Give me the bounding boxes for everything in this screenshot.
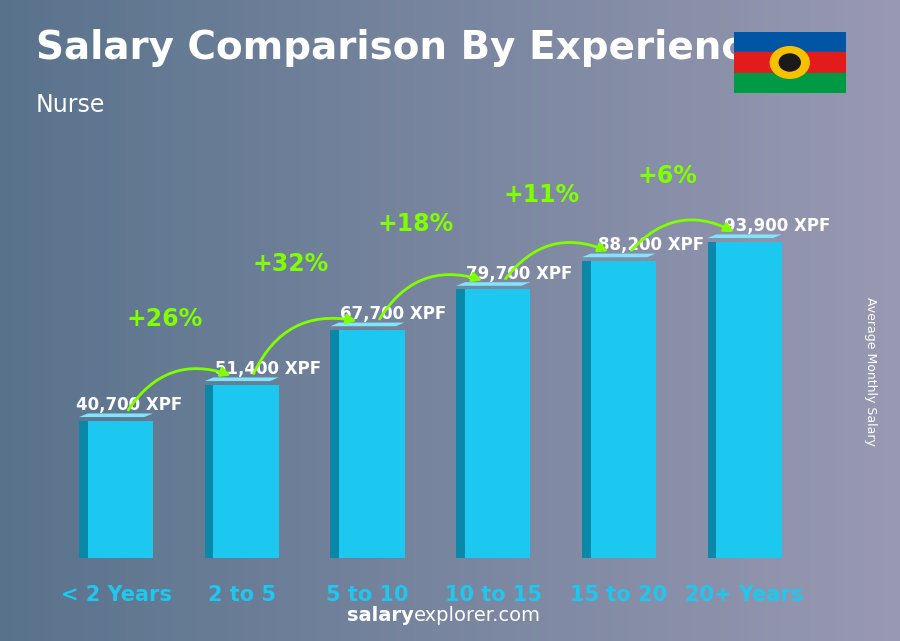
Text: +18%: +18% [378,212,454,236]
Text: 51,400 XPF: 51,400 XPF [215,360,320,378]
Text: +11%: +11% [503,183,580,207]
Polygon shape [581,254,656,257]
Bar [590,261,656,558]
Circle shape [770,47,809,78]
Polygon shape [707,235,782,238]
Text: 88,200 XPF: 88,200 XPF [598,236,705,254]
Bar [734,72,846,93]
Text: 20+ Years: 20+ Years [686,585,804,604]
Polygon shape [707,242,716,558]
Bar [734,52,846,72]
Polygon shape [79,420,87,558]
Text: 79,700 XPF: 79,700 XPF [466,265,572,283]
Text: explorer.com: explorer.com [414,606,541,625]
Polygon shape [581,261,590,558]
Text: +32%: +32% [252,252,328,276]
Bar [465,290,530,558]
Text: Average Monthly Salary: Average Monthly Salary [865,297,878,446]
Text: Salary Comparison By Experience: Salary Comparison By Experience [36,29,770,67]
Polygon shape [330,322,404,326]
Polygon shape [204,385,213,558]
Text: 15 to 20: 15 to 20 [571,585,668,604]
Text: +26%: +26% [126,307,202,331]
Bar [213,385,279,558]
Text: 40,700 XPF: 40,700 XPF [76,396,183,414]
Text: salary: salary [347,606,414,625]
Polygon shape [456,290,465,558]
Text: Nurse: Nurse [36,93,105,117]
Circle shape [779,54,800,71]
Polygon shape [204,378,279,381]
Text: 10 to 15: 10 to 15 [445,585,542,604]
Bar [87,420,153,558]
Polygon shape [330,330,339,558]
Text: 2 to 5: 2 to 5 [208,585,275,604]
Text: < 2 Years: < 2 Years [60,585,172,604]
Bar [734,32,846,52]
Bar [716,242,782,558]
Polygon shape [79,413,153,417]
Text: 5 to 10: 5 to 10 [326,585,409,604]
Text: +6%: +6% [637,164,698,188]
Bar [339,330,404,558]
Text: 67,700 XPF: 67,700 XPF [340,305,446,323]
Polygon shape [456,282,530,286]
Text: 93,900 XPF: 93,900 XPF [724,217,830,235]
